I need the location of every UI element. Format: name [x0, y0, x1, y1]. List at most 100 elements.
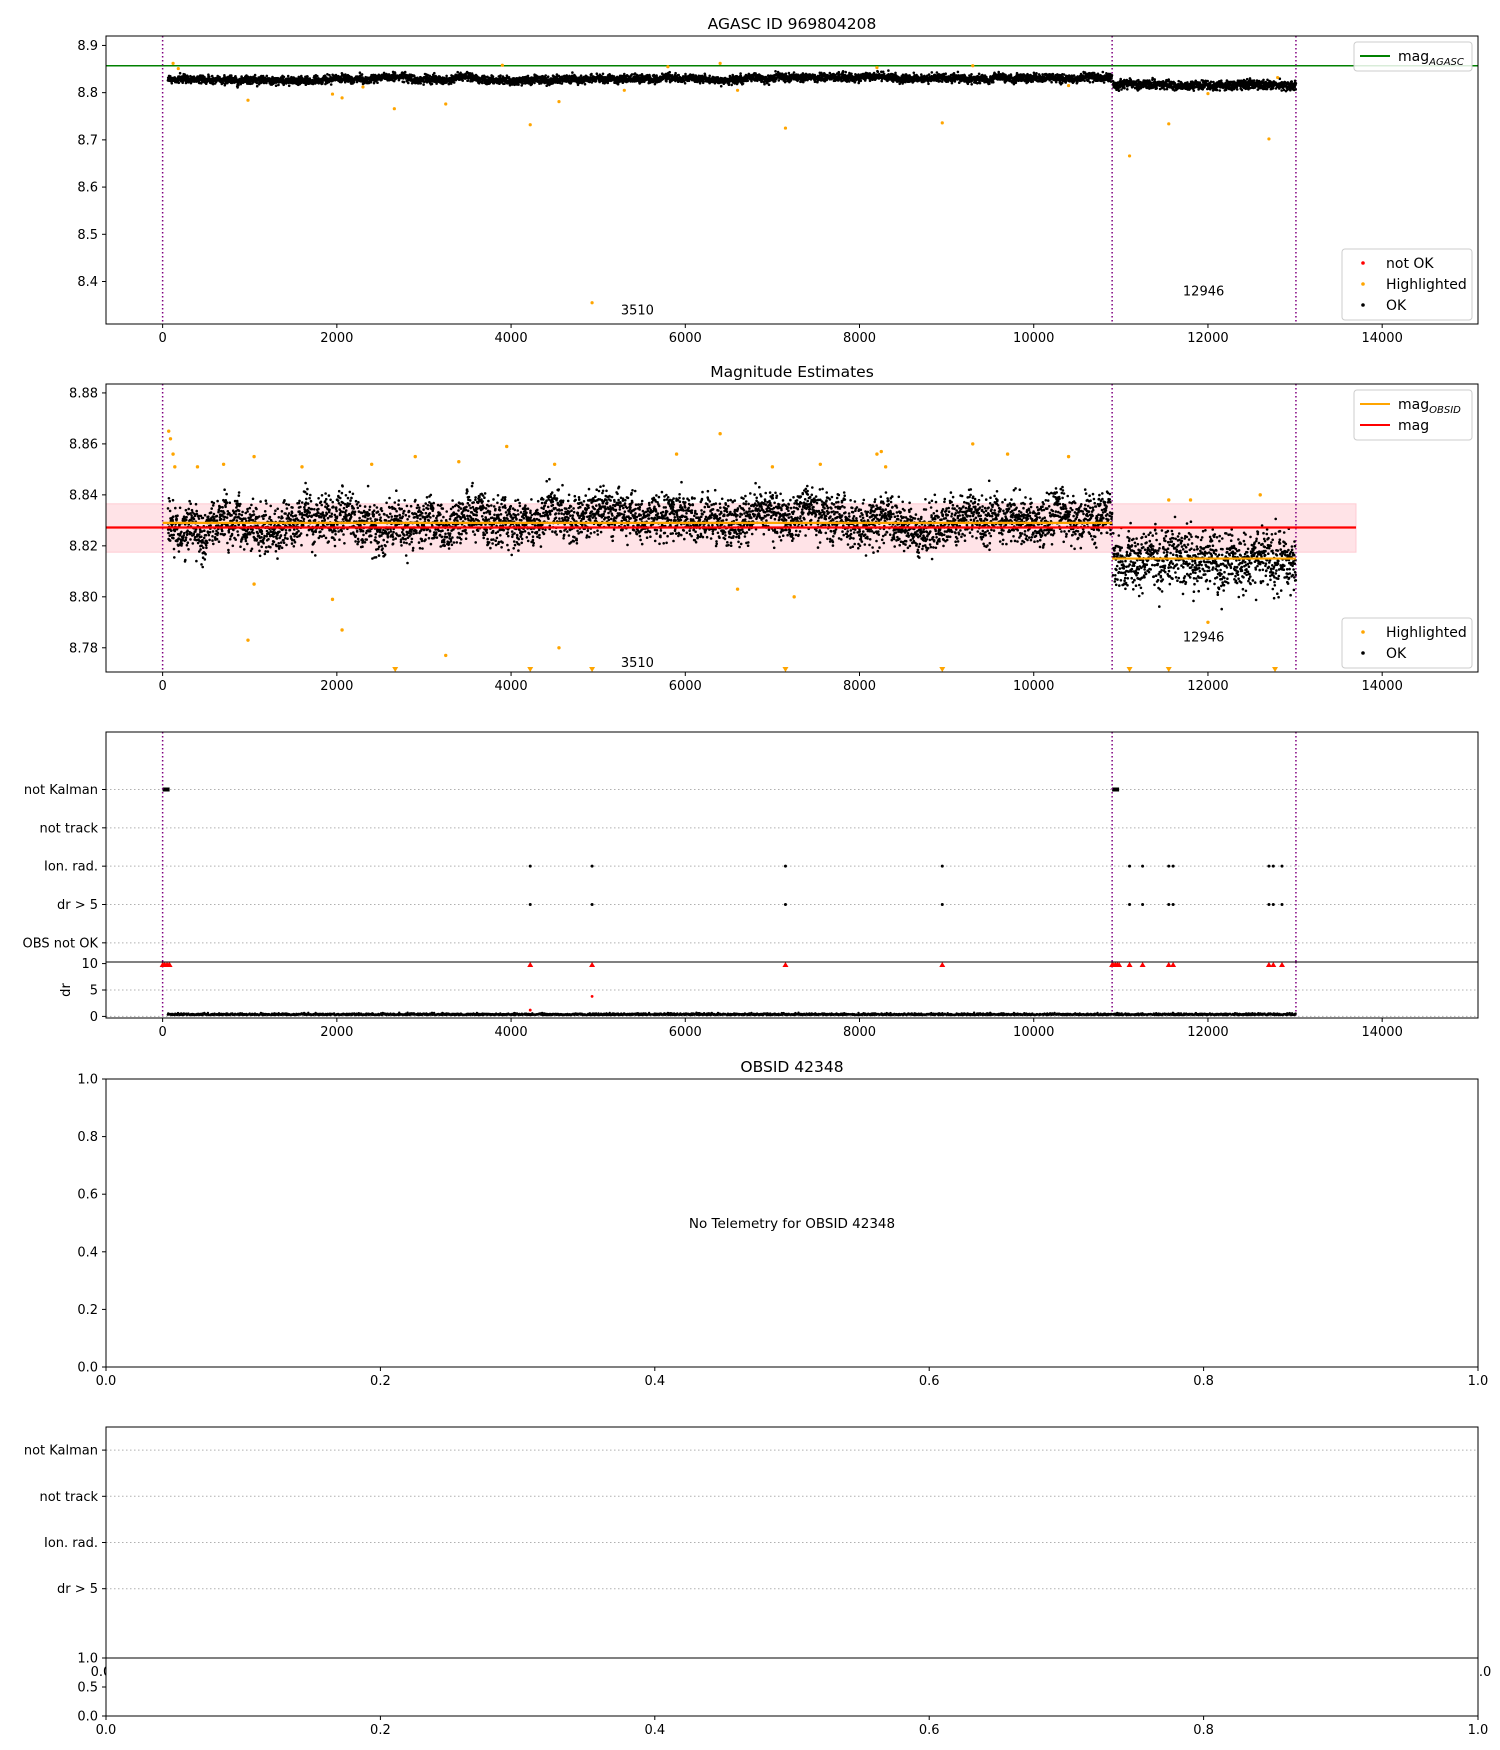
highlighted-point: [1066, 454, 1071, 459]
flag-point: [528, 864, 532, 868]
highlighted-point: [369, 462, 374, 466]
legend-label-main: Highlighted: [1386, 625, 1467, 641]
highlighted-point: [1267, 137, 1271, 141]
flag-point: [1167, 903, 1171, 906]
annotation-label: 12946: [1183, 630, 1224, 645]
dr-clipped-marker: [527, 962, 534, 967]
dr-clipped-marker: [589, 962, 596, 967]
x-tick-label: 8000: [843, 679, 876, 694]
highlighted-point: [718, 61, 722, 65]
chart-title: Magnitude Estimates: [710, 363, 874, 381]
highlighted-point: [971, 64, 975, 68]
y-tick-label: 8.8: [77, 86, 98, 101]
dr-clipped-marker: [1270, 962, 1277, 967]
x-tick-label: 0: [158, 1025, 166, 1040]
y-tick-label: 8.86: [69, 437, 98, 452]
axes-frame-dr: [105, 961, 1479, 1019]
highlighted-point: [413, 454, 417, 459]
legend: magAGASC: [1353, 41, 1473, 72]
legend-label: Highlighted: [1386, 277, 1467, 293]
y-tick-label: 0.0: [77, 1361, 98, 1376]
highlighted-point: [221, 462, 226, 466]
clipped-highlighted-marker: [1272, 667, 1279, 672]
highlighted-point: [1206, 620, 1210, 625]
x-tick-label: 0.0: [96, 1723, 117, 1738]
clipped-highlighted-marker: [392, 667, 399, 672]
legend: not OK Highlighted OK: [1341, 248, 1473, 321]
highlighted-point: [1127, 154, 1132, 158]
highlighted-point: [171, 61, 175, 65]
legend-label: not OK: [1386, 256, 1434, 272]
highlighted-point: [735, 88, 740, 92]
highlighted-point: [735, 587, 740, 591]
highlighted-point: [195, 465, 200, 469]
highlighted-point: [171, 452, 175, 456]
flag-point: [590, 864, 594, 868]
flag-category-label: not track: [39, 821, 98, 836]
flag-point: [940, 903, 944, 906]
legend-label-subscript: AGASC: [1428, 57, 1464, 68]
legend-dot-swatch: [1361, 630, 1365, 634]
no-telemetry-message: No Telemetry for OBSID 42348: [689, 1216, 895, 1232]
y-tick-label: 8.84: [69, 488, 98, 503]
y-tick-label: 0: [90, 1010, 98, 1025]
highlighted-point: [392, 107, 396, 111]
dr-not-ok-point: [528, 1008, 532, 1012]
x-tick-label: 10000: [1013, 1025, 1054, 1040]
flag-category-label: OBS not OK: [23, 936, 99, 951]
x-tick-label: 12000: [1187, 331, 1228, 346]
flag-point: [1267, 903, 1271, 906]
highlighted-point: [1276, 75, 1280, 80]
highlighted-point: [879, 449, 883, 454]
y-tick-label: 1.0: [77, 1073, 98, 1088]
flag-category-label: Ion. rad.: [44, 860, 98, 875]
dr-axis-label: dr: [59, 983, 74, 997]
y-tick-label: 8.78: [69, 641, 98, 656]
legend-label-main: Highlighted: [1386, 277, 1467, 293]
y-tick-label: 8.4: [77, 275, 98, 290]
flag-run: [162, 787, 170, 792]
highlighted-point: [444, 102, 448, 106]
y-tick-label: 8.82: [69, 539, 98, 554]
legend-label-main: OK: [1386, 646, 1407, 662]
dr-clipped-marker: [1265, 962, 1272, 967]
highlighted-point: [718, 431, 722, 436]
highlighted-point: [557, 100, 561, 104]
x-tick-label: 0.8: [1193, 1723, 1214, 1738]
y-tick-label: 1.0: [77, 1652, 98, 1667]
legend-label-main: mag: [1398, 49, 1429, 65]
dr-clipped-marker: [939, 962, 946, 967]
legend-frame: [1341, 617, 1473, 669]
flag-point: [1128, 864, 1132, 868]
flag-category-label: not track: [39, 1490, 98, 1505]
y-tick-label: 8.7: [77, 133, 98, 148]
x-tick-label: 0.6: [919, 1374, 940, 1389]
dr-clipped-marker: [782, 962, 789, 967]
flag-category-label: Ion. rad.: [44, 1536, 98, 1551]
x-tick-label: 10000: [1013, 679, 1054, 694]
highlighted-point: [1005, 452, 1010, 456]
y-tick-label: 0.6: [77, 1188, 98, 1203]
highlighted-point: [500, 63, 504, 67]
flag-point: [783, 903, 787, 906]
y-tick-label: 0.5: [77, 1681, 98, 1696]
highlighted-point: [444, 653, 448, 658]
y-tick-label: 0.2: [77, 1303, 98, 1318]
highlighted-point: [1258, 493, 1262, 497]
highlighted-point: [622, 88, 626, 92]
flag-point: [1171, 903, 1175, 906]
dr-clipped-marker: [1279, 962, 1285, 967]
x-tick-label: 8000: [843, 1025, 876, 1040]
flag-category-label: dr > 5: [57, 1582, 98, 1597]
highlighted-point: [252, 582, 256, 586]
highlighted-point: [173, 465, 177, 469]
flag-point: [1280, 903, 1284, 906]
highlighted-point: [246, 638, 250, 642]
x-tick-label: 4000: [495, 679, 528, 694]
highlighted-point: [252, 454, 256, 459]
x-tick-label: 0: [158, 679, 166, 694]
dr-clipped-marker: [1165, 962, 1172, 967]
highlighted-point: [361, 85, 365, 89]
flag-category-label: not Kalman: [24, 783, 98, 798]
highlighted-point: [340, 628, 344, 632]
